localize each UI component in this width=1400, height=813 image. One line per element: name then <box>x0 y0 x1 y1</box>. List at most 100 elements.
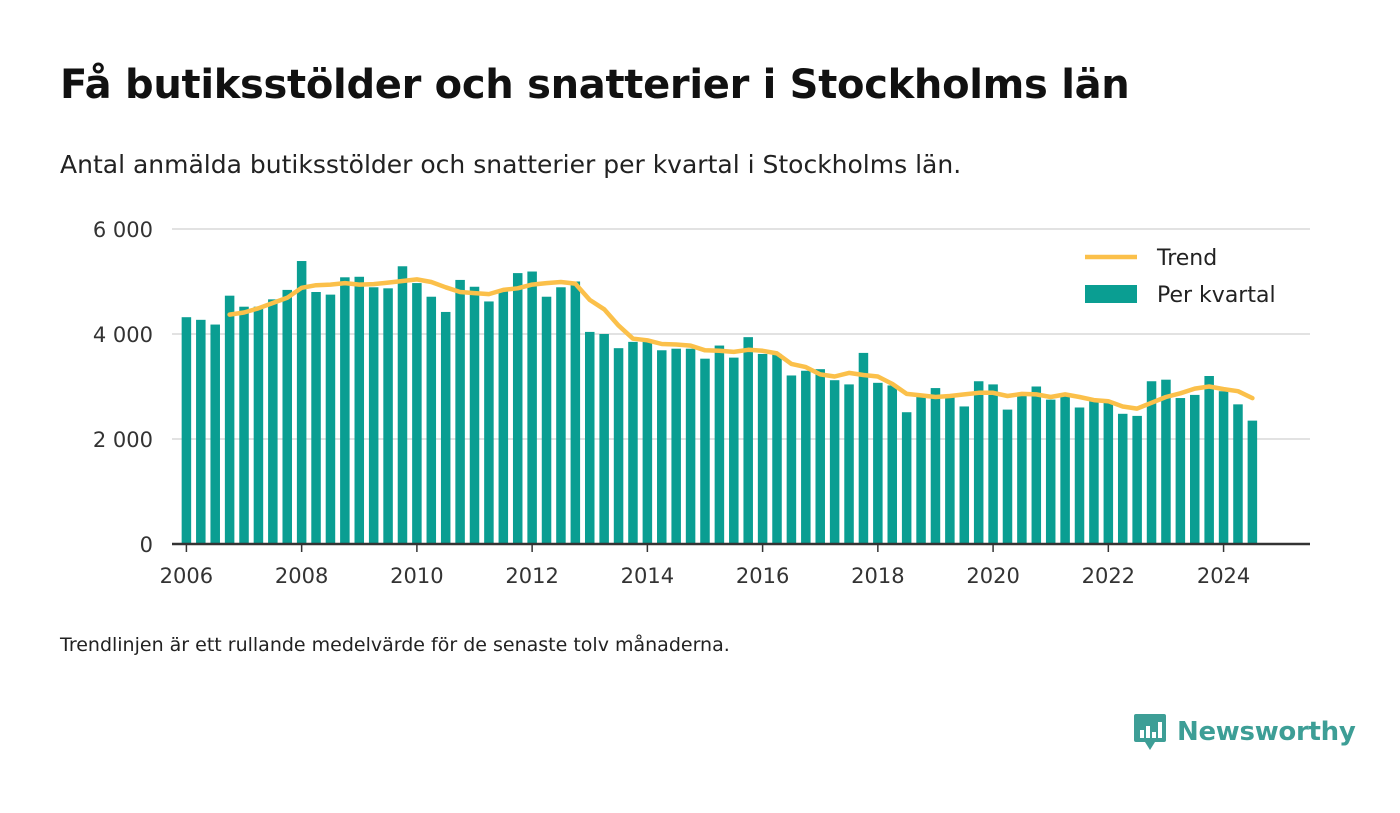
bar <box>700 358 710 544</box>
bar <box>714 345 725 544</box>
x-tick-label: 2012 <box>505 564 558 588</box>
y-tick-label: 2 000 <box>93 428 153 452</box>
x-tick-label: 2022 <box>1082 564 1135 588</box>
y-tick-label: 4 000 <box>93 323 153 347</box>
bar <box>325 294 336 544</box>
bar <box>440 311 451 544</box>
legend-label-per-kvartal: Per kvartal <box>1157 283 1276 308</box>
bar <box>469 286 480 544</box>
bar <box>844 384 854 544</box>
brand-logo[interactable]: Newsworthy <box>1133 712 1356 752</box>
x-tick-label: 2006 <box>160 564 213 588</box>
bar <box>1074 407 1085 544</box>
bar <box>397 266 408 544</box>
bar <box>296 261 307 544</box>
bar <box>1017 393 1027 544</box>
bar <box>671 348 681 544</box>
bar <box>484 301 494 544</box>
bar <box>556 287 566 544</box>
y-tick-label: 6 000 <box>93 218 153 242</box>
x-tick-label: 2020 <box>966 564 1019 588</box>
newsworthy-chart-bubble-icon <box>1134 714 1166 750</box>
bar <box>354 276 365 544</box>
bar <box>642 341 653 544</box>
bar <box>1146 381 1157 544</box>
bar <box>772 353 782 544</box>
bar <box>988 384 998 544</box>
bar <box>541 296 552 544</box>
bar <box>268 299 278 544</box>
bar <box>887 385 898 544</box>
bar <box>815 369 825 544</box>
bar <box>757 353 768 544</box>
bar <box>584 331 595 544</box>
bar <box>916 395 926 544</box>
bar <box>253 306 264 544</box>
bar <box>1161 379 1171 544</box>
bar <box>239 306 249 544</box>
bar <box>901 412 912 544</box>
bar <box>527 271 537 544</box>
chart-area: 0 2 000 4 000 6 000 2006 2008 2010 2012 2014 2016… <box>93 218 1310 588</box>
bar <box>873 382 883 544</box>
bar <box>282 289 292 544</box>
bar <box>512 273 523 544</box>
bar <box>1247 420 1258 544</box>
bar <box>426 296 437 544</box>
bar <box>743 337 753 544</box>
axes: 0 2 000 4 000 6 000 2006 2008 2010 2012 2014 2016… <box>93 218 1310 588</box>
bar <box>1031 386 1042 544</box>
bar-series-per-kvartal <box>181 261 1258 544</box>
line-series-trend <box>227 277 1255 411</box>
bar <box>801 370 811 544</box>
bar <box>196 319 206 544</box>
bar <box>685 348 696 544</box>
legend: Trend Per kvartal <box>1085 246 1276 308</box>
chart-title: Få butiksstölder och snatterier i Stockh… <box>60 62 1130 108</box>
bar <box>570 281 581 544</box>
bar <box>498 289 509 544</box>
legend-label-trend: Trend <box>1156 246 1217 271</box>
bar <box>1060 396 1070 544</box>
x-tick-label: 2016 <box>736 564 789 588</box>
bar <box>945 395 955 544</box>
bar <box>1002 409 1013 544</box>
bar <box>628 341 638 544</box>
bar <box>1190 394 1200 544</box>
x-tick-label: 2010 <box>390 564 443 588</box>
bar <box>340 277 350 544</box>
trend-line <box>227 277 1255 411</box>
bar <box>1204 376 1214 544</box>
bar <box>1117 413 1128 544</box>
bar <box>210 324 220 544</box>
bar <box>311 292 321 544</box>
bar <box>599 334 609 544</box>
x-tick-label: 2014 <box>621 564 674 588</box>
bar <box>858 352 869 544</box>
x-tick-label: 2018 <box>851 564 904 588</box>
bar <box>368 287 379 544</box>
bar <box>181 317 192 544</box>
bar <box>455 279 465 544</box>
bar <box>973 381 984 544</box>
bar <box>1045 399 1056 544</box>
bar <box>613 348 624 544</box>
bar <box>1233 404 1243 544</box>
bar <box>786 375 797 544</box>
bar <box>1175 398 1186 544</box>
bar <box>1103 401 1114 544</box>
bar <box>657 350 667 544</box>
bar <box>1132 415 1142 544</box>
brand-name: Newsworthy <box>1177 717 1356 747</box>
bar <box>1089 401 1099 544</box>
bar <box>729 357 739 544</box>
bar <box>1218 391 1229 544</box>
bar <box>959 406 970 544</box>
x-tick-label: 2024 <box>1197 564 1250 588</box>
chart-subtitle: Antal anmälda butiksstölder och snatteri… <box>60 150 962 179</box>
legend-swatch-per-kvartal <box>1085 285 1137 303</box>
y-tick-label: 0 <box>140 533 153 557</box>
footnote: Trendlinjen är ett rullande medelvärde f… <box>60 634 730 656</box>
bar <box>383 288 393 544</box>
bar <box>412 283 422 544</box>
